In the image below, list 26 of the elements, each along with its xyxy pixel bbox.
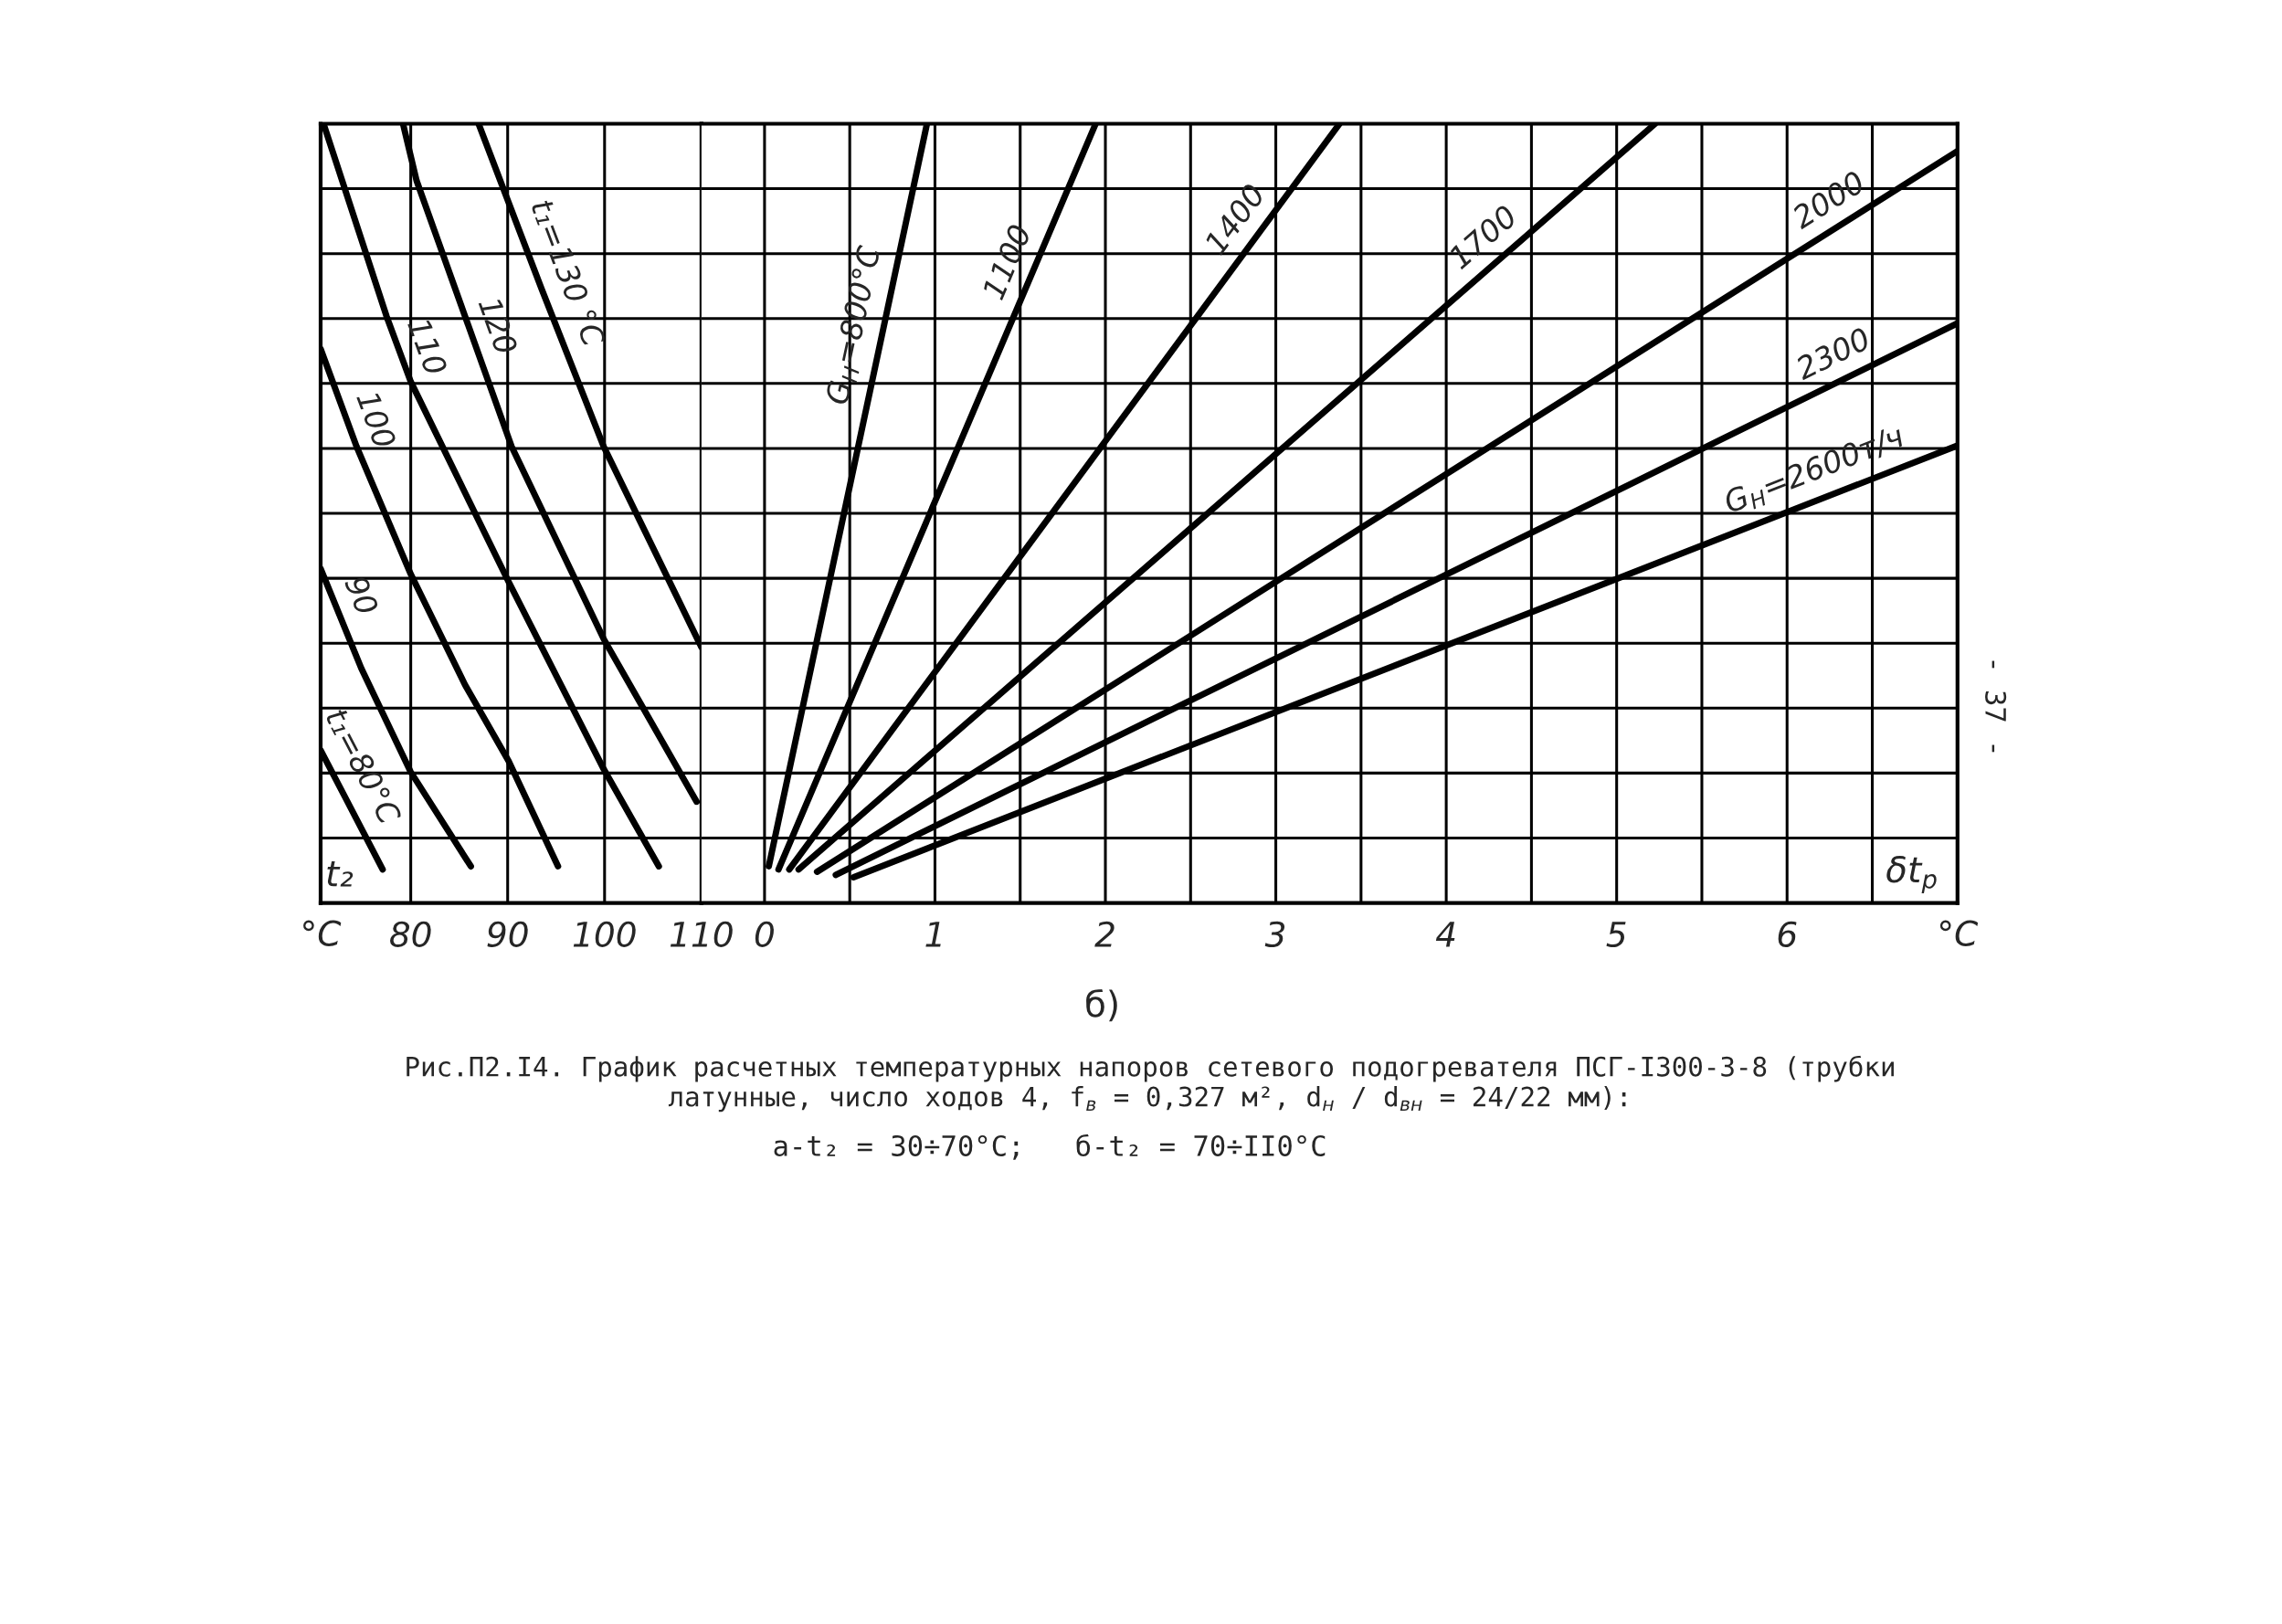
annotation: t₂	[327, 860, 354, 887]
text: - 37 -	[1985, 660, 2007, 753]
x-tick-label: 80	[390, 921, 431, 948]
x-tick-label: 6	[1778, 921, 1797, 948]
x-tick-label: 110	[670, 921, 733, 948]
text: б)	[1086, 988, 1117, 1022]
text: 120	[478, 295, 519, 356]
x-axis-title: °C	[1939, 920, 1979, 946]
x-axis-title: °C	[303, 920, 342, 946]
text: 110	[407, 316, 449, 376]
text: 90	[343, 574, 380, 617]
text: G$_{H}$=800°C	[824, 244, 885, 406]
x-tick-label: 5	[1606, 922, 1626, 948]
x-tick-label: 4	[1435, 922, 1455, 947]
text: Рис.П2.I4. График расчетных температурных напоров сетевого подогревателя ПСГ-I300-3-8 (трубки латунные, число ходов 4, f$_{в}$ = 0,327 м², d$_{н}$ / d$_{вн}$ = 24/22 мм):	[407, 1055, 1894, 1113]
x-tick-label: 90	[487, 921, 528, 948]
x-tick-label: 100	[573, 921, 636, 948]
x-tick-label: 1	[925, 922, 941, 947]
text: 1100	[981, 223, 1032, 301]
text: 100	[355, 389, 397, 449]
annotation: δt$_{p}$	[1886, 856, 1937, 894]
text: G$_{H}$=2600т/ч	[1722, 424, 1907, 518]
x-tick-label: 2	[1094, 921, 1115, 947]
x-tick-label: 0	[755, 921, 774, 948]
x-tick-label: 3	[1264, 921, 1285, 948]
text: а-t₂ = 30÷70°C; б-t₂ = 70÷II0°C	[774, 1134, 1326, 1160]
